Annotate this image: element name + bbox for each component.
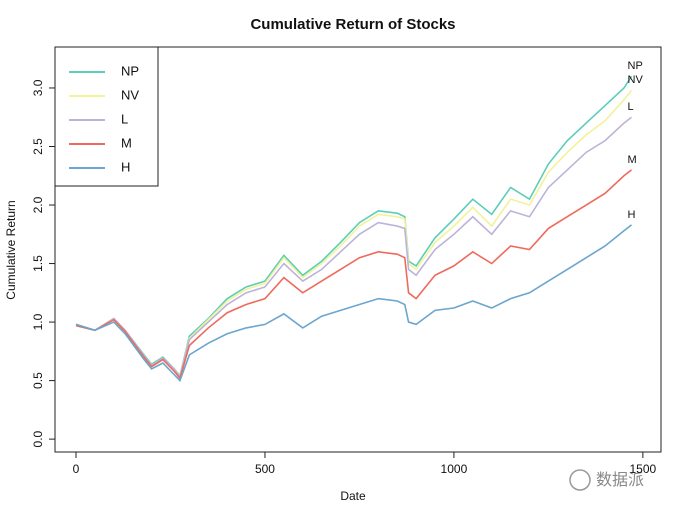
legend-box [54, 46, 159, 187]
watermark: 数据派 [569, 469, 644, 491]
end-label: M [628, 154, 637, 166]
end-label: NV [628, 74, 644, 86]
x-tick-label: 1000 [441, 462, 468, 476]
y-tick-label: 2.0 [31, 196, 45, 213]
legend-label: NV [121, 87, 139, 102]
legend-label: H [121, 159, 130, 174]
plot-frame [54, 46, 662, 453]
legend-label: NP [121, 63, 139, 78]
x-tick-label: 0 [73, 462, 80, 476]
x-tick-label: 500 [255, 462, 275, 476]
y-tick-label: 0.0 [31, 430, 45, 447]
legend: NP NV LMH [54, 46, 159, 187]
watermark-text: 数据派 [596, 471, 644, 489]
end-label: L [628, 101, 634, 113]
series-line [75, 116, 633, 379]
series-line [75, 224, 633, 383]
series-line [75, 169, 633, 380]
legend-label: M [121, 135, 132, 150]
y-tick-label: 3.0 [31, 79, 45, 96]
watermark-icon [569, 469, 591, 491]
end-label: H [628, 209, 636, 221]
x-axis-label: Date [340, 489, 366, 503]
x-tick-label: 1500 [630, 462, 657, 476]
y-axis-label: Cumulative Return [4, 200, 18, 299]
chart-title: Cumulative Return of Stocks [250, 16, 455, 33]
series-line [75, 89, 633, 380]
end-label: NP [628, 60, 643, 72]
legend-label: L [121, 111, 128, 126]
y-tick-label: 0.5 [31, 372, 45, 389]
y-tick-label: 1.0 [31, 313, 45, 330]
y-tick-label: 1.5 [31, 255, 45, 272]
series-line [75, 75, 633, 378]
y-tick-label: 2.5 [31, 138, 45, 155]
